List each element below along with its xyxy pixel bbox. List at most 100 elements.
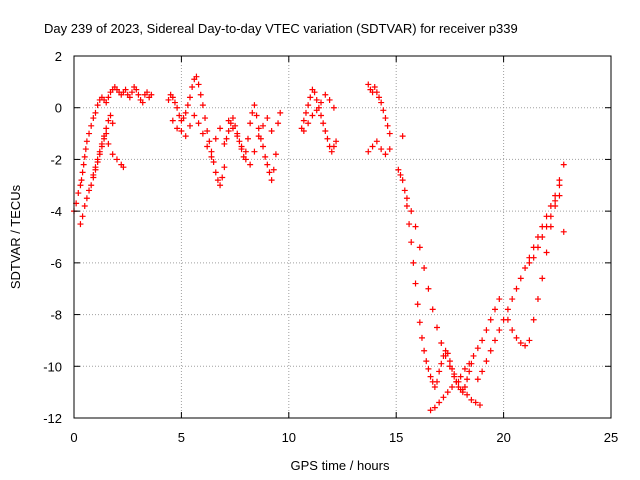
data-point [556,177,563,184]
data-points [71,73,567,414]
data-point [92,164,99,171]
data-point [302,109,309,116]
data-point [80,161,87,168]
data-point [79,169,86,176]
data-point [225,117,232,124]
data-point [526,259,533,266]
data-point [438,340,445,347]
data-point [234,133,241,140]
data-point [78,177,85,184]
data-point [328,148,335,155]
data-point [212,169,219,176]
data-point [238,143,245,150]
data-point [560,228,567,235]
data-point [101,133,108,140]
x-tick-label: 25 [604,430,618,445]
y-axis-label: SDTVAR / TECUs [8,184,23,289]
data-point [186,94,193,101]
data-point [225,127,232,134]
data-point [410,259,417,266]
y-tick-label: 0 [55,101,62,116]
data-point [427,407,434,414]
data-point [264,161,271,168]
data-point [470,352,477,359]
x-tick-label: 20 [496,430,510,445]
data-point [79,213,86,220]
data-point [174,104,181,111]
data-point [425,365,432,372]
data-point [204,143,211,150]
data-point [182,109,189,116]
data-point [421,265,428,272]
data-point [547,213,554,220]
data-point [330,143,337,150]
data-point [453,378,460,385]
x-tick-label: 10 [282,430,296,445]
data-point [139,99,146,106]
data-point [403,195,410,202]
data-point [300,127,307,134]
data-point [223,135,230,142]
data-point [242,156,249,163]
data-point [386,146,393,153]
data-point [189,84,196,91]
y-tick-label: -2 [50,152,62,167]
data-point [262,153,269,160]
data-point [96,148,103,155]
data-point [492,306,499,313]
data-point [182,133,189,140]
data-point [82,146,89,153]
data-point [442,352,449,359]
data-point [107,112,114,119]
data-point [242,148,249,155]
data-point [244,135,251,142]
data-point [526,337,533,344]
data-point [251,102,258,109]
data-point [103,99,110,106]
data-point [113,156,120,163]
axis-ticks [73,55,612,419]
data-point [88,182,95,189]
data-point [144,89,151,96]
chart-title: Day 239 of 2023, Sidereal Day-to-day VTE… [44,21,518,36]
data-point [472,399,479,406]
data-point [81,202,88,209]
data-point [399,133,406,140]
plot-frame [73,55,612,419]
data-point [440,394,447,401]
data-point [476,402,483,409]
data-point [534,244,541,251]
data-point [434,378,441,385]
data-point [464,376,471,383]
y-tick-label: -10 [43,359,62,374]
data-point [169,117,176,124]
y-tick-label: -4 [50,204,62,219]
data-point [378,99,385,106]
data-point [86,187,93,194]
data-point [221,140,228,147]
data-point [268,127,275,134]
data-point [77,182,84,189]
x-tick-label: 15 [389,430,403,445]
data-point [105,117,112,124]
data-point [386,130,393,137]
data-point [208,148,215,155]
data-point [496,327,503,334]
data-point [305,120,312,127]
data-point [461,365,468,372]
data-point [199,102,206,109]
data-point [103,125,110,132]
data-point [539,234,546,240]
data-point [186,122,193,129]
data-point [509,296,516,303]
data-point [406,221,413,228]
data-point [408,208,415,215]
data-point [412,223,419,230]
data-point [522,342,529,349]
data-point [165,96,172,103]
data-point [322,127,329,134]
y-tick-label: -8 [50,308,62,323]
data-point [255,125,262,132]
data-point [126,94,133,101]
data-point [517,275,524,282]
